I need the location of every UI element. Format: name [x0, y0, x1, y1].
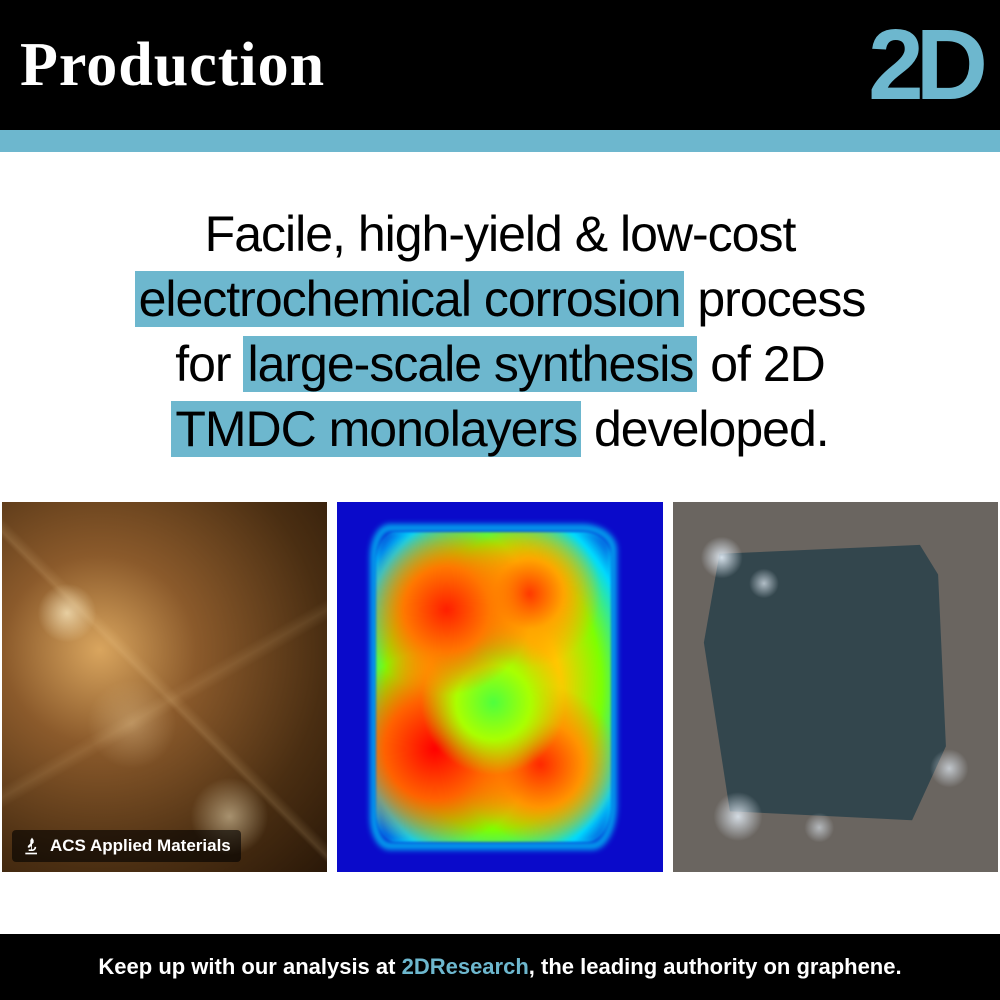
accent-stripe — [0, 130, 1000, 152]
headline-part: Facile, high-yield & low-cost — [205, 206, 796, 262]
image-row: ACS Applied Materials — [0, 502, 1000, 872]
headline-area: Facile, high-yield & low-cost electroche… — [0, 152, 1000, 502]
section-title: Production — [20, 30, 325, 101]
headline-part: for — [175, 336, 243, 392]
footer-text-pre: Keep up with our analysis at — [98, 954, 401, 979]
headline-text: Facile, high-yield & low-cost electroche… — [40, 202, 960, 462]
microscopy-image-heatmap — [337, 502, 662, 872]
heatmap-body — [376, 532, 610, 843]
headline-part: developed. — [581, 401, 829, 457]
optical-highlights — [673, 502, 998, 872]
infographic-card: Production 2D Facile, high-yield & low-c… — [0, 0, 1000, 1000]
image-credit-badge: ACS Applied Materials — [12, 830, 241, 862]
microscope-icon — [22, 836, 42, 856]
headline-highlight: TMDC monolayers — [171, 401, 581, 457]
microscopy-image-afm: ACS Applied Materials — [2, 502, 327, 872]
footer-bar: Keep up with our analysis at 2DResearch,… — [0, 934, 1000, 1000]
headline-highlight: electrochemical corrosion — [135, 271, 685, 327]
header-bar: Production 2D — [0, 0, 1000, 130]
footer-brand-link[interactable]: 2DResearch — [402, 954, 529, 979]
image-credit-text: ACS Applied Materials — [50, 836, 231, 856]
headline-highlight: large-scale synthesis — [243, 336, 697, 392]
headline-part: process — [684, 271, 865, 327]
footer-text-post: , the leading authority on graphene. — [529, 954, 902, 979]
brand-logo: 2D — [868, 25, 980, 105]
microscopy-image-optical — [673, 502, 998, 872]
headline-part: of 2D — [697, 336, 824, 392]
